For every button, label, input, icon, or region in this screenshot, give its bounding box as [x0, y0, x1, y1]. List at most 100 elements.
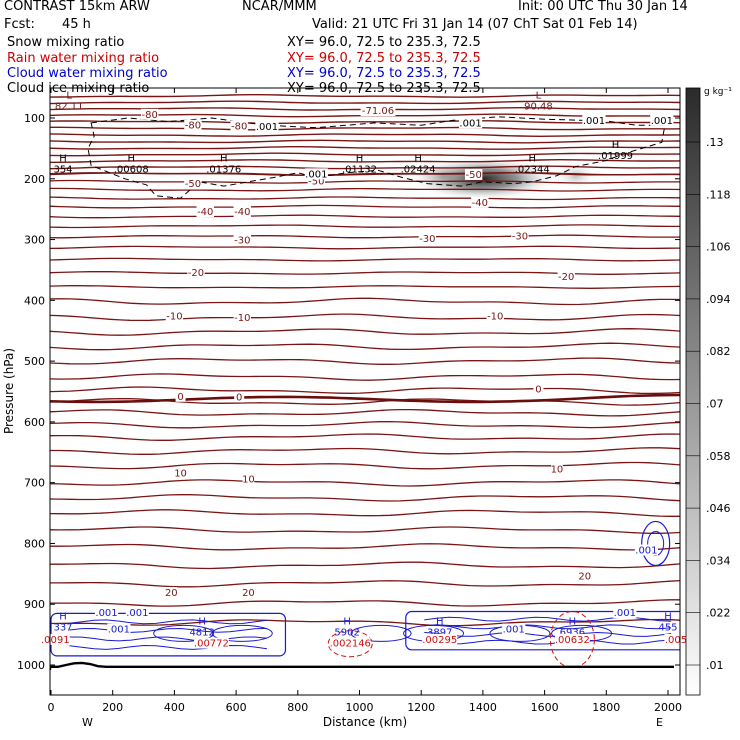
- label-background: [196, 206, 214, 218]
- x-end-label-east: E: [656, 716, 663, 729]
- y-tick-label: 1000: [17, 659, 45, 672]
- isotherm-label: 0: [535, 385, 541, 396]
- isotherm-line: [50, 172, 680, 176]
- isotherm-label: -40: [472, 198, 488, 209]
- isotherm-line: [50, 342, 680, 351]
- extremum-value: 354: [53, 164, 72, 175]
- cloud-ice-label: .001: [583, 116, 605, 127]
- valid-time: Valid: 21 UTC Fri 31 Jan 14 (07 ChT Sat …: [312, 17, 638, 32]
- extremum-marker: H: [436, 617, 444, 628]
- isotherm-label: -20: [558, 272, 574, 283]
- label-background: [165, 310, 184, 322]
- isotherm-line: [50, 509, 680, 517]
- cloud-water-contour: [424, 624, 672, 630]
- label-background: [234, 391, 245, 403]
- zero-degree-isotherm: [50, 393, 680, 404]
- isotherm-line: [50, 543, 680, 551]
- x-axis-title: Distance (km): [323, 715, 407, 729]
- x-tick-label: 800: [287, 701, 308, 714]
- label-background: [634, 544, 659, 556]
- colorbar-units: g kg⁻¹: [704, 87, 732, 97]
- extremum-marker: H: [59, 153, 67, 164]
- isotherm-line: [50, 94, 680, 98]
- label-background: [422, 633, 458, 645]
- extremum-value: 455: [658, 623, 677, 634]
- label-background: [418, 232, 437, 244]
- isotherm-line: [50, 494, 680, 502]
- isotherm-label: -50: [185, 179, 201, 190]
- isotherm-line: [50, 408, 680, 417]
- rain-contour: [549, 610, 595, 668]
- cloud-water-contour: [641, 520, 671, 567]
- field-name: Cloud water mixing ratio: [7, 66, 168, 81]
- isotherm-line: [50, 479, 680, 487]
- isotherm-line: [50, 447, 680, 455]
- field-name: Rain water mixing ratio: [7, 51, 160, 66]
- label-background: [125, 607, 149, 619]
- extremum-marker: H: [356, 153, 364, 164]
- label-background: [242, 473, 255, 485]
- extremum-marker: L: [66, 90, 72, 101]
- isotherm-line: [50, 386, 680, 395]
- isotherm-label: -80: [185, 121, 201, 132]
- rain-label: .00772: [194, 639, 229, 650]
- label-background: [613, 607, 637, 619]
- label-background: [329, 637, 371, 649]
- label-background: [464, 168, 483, 180]
- cloud-water-label: .001: [503, 625, 525, 636]
- extremum-value: 3897: [427, 628, 452, 639]
- extremum-marker: H: [198, 617, 206, 628]
- x-tick-label: 0: [48, 701, 55, 714]
- isotherm-line: [50, 420, 680, 429]
- label-background: [175, 390, 186, 402]
- isotherm-line: [50, 158, 680, 163]
- rain-label: .0091: [41, 635, 70, 646]
- cloud-water-contour: [69, 627, 267, 633]
- extremum-value: 6936: [560, 628, 585, 639]
- isotherm-line: [50, 271, 680, 275]
- colorbar-tick-label: .094: [706, 293, 731, 306]
- extremum-value: .00608: [114, 164, 149, 175]
- y-tick-label: 800: [24, 537, 45, 550]
- label-background: [307, 175, 326, 187]
- isotherm-label: -50: [465, 170, 481, 181]
- rain-label: .005: [665, 635, 687, 646]
- extremum-marker: H: [59, 612, 67, 623]
- rain-contour: [327, 630, 373, 658]
- extremum-value: .01999: [598, 151, 633, 162]
- label-background: [94, 607, 119, 619]
- isotherm-label: -20: [188, 268, 204, 279]
- isotherm-line: [50, 224, 680, 229]
- cloud-water-label: .001: [95, 608, 117, 619]
- extremum-marker: H: [414, 153, 422, 164]
- init-time: Init: 00 UTC Thu 30 Jan 14: [518, 0, 688, 14]
- isotherm-label: -10: [487, 312, 503, 323]
- extremum-marker: H: [127, 153, 135, 164]
- label-background: [360, 105, 396, 117]
- isotherm-line: [50, 579, 680, 588]
- isotherm-label: -80: [231, 121, 247, 132]
- extremum-marker: H: [569, 617, 577, 628]
- label-background: [557, 271, 575, 283]
- isotherm-line: [50, 357, 680, 365]
- y-axis-title: Pressure (hPa): [2, 348, 16, 434]
- cloud-water-contour: [350, 624, 412, 642]
- colorbar-tick-label: .046: [706, 502, 731, 515]
- isotherm-label: -40: [234, 207, 250, 218]
- y-tick-label: 900: [24, 598, 45, 611]
- cloud-water-contour: [424, 639, 672, 645]
- x-tick-label: 1000: [346, 701, 374, 714]
- isotherm-line: [50, 618, 680, 627]
- label-background: [230, 120, 248, 132]
- cloud-water-label: .001: [614, 608, 636, 619]
- model-title: CONTRAST 15km ARW: [4, 0, 150, 14]
- isotherm-line: [50, 234, 680, 239]
- x-tick-label: 1600: [531, 701, 559, 714]
- cloud-ice-contour: [87, 116, 666, 199]
- fcst-label: Fcst:: [4, 17, 35, 32]
- field-xy: XY= 96.0, 72.5 to 235.3, 72.5: [287, 35, 481, 50]
- extremum-marker: H: [612, 140, 620, 151]
- isotherm-line: [50, 461, 680, 470]
- isotherm-line: [50, 187, 680, 192]
- isotherm-label: 0: [236, 392, 242, 403]
